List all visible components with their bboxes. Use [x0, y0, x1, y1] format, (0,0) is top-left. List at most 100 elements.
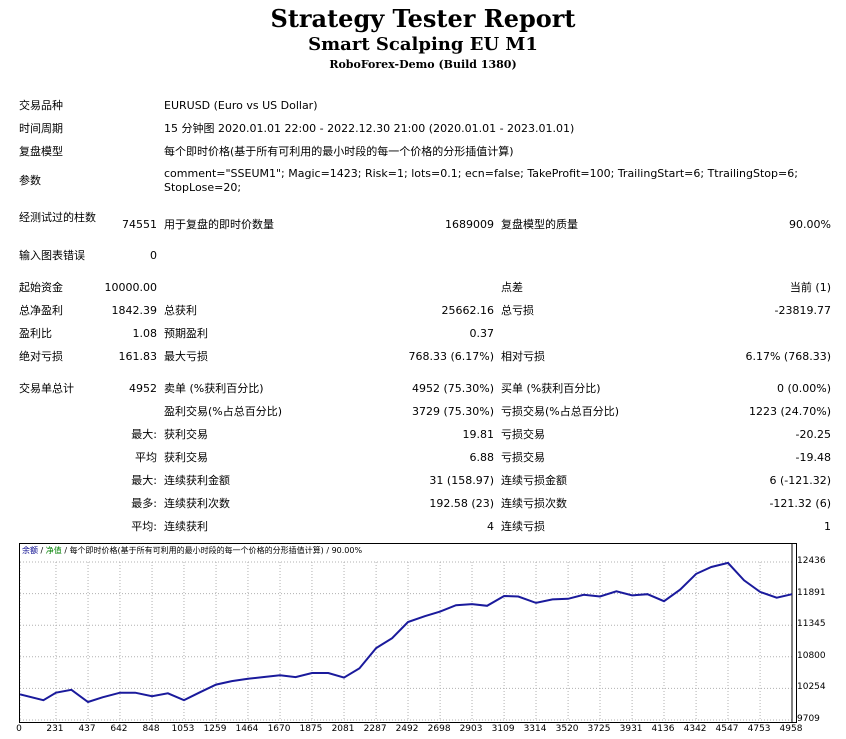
net-profit-value: 1842.39 — [111, 304, 158, 317]
long-positions-value: 0 (0.00%) — [776, 382, 831, 395]
average-profit-label: 获利交易 — [164, 451, 208, 464]
short-positions-label: 卖单 (%获利百分比) — [164, 382, 264, 395]
errors-label: 输入图表错误 — [19, 249, 85, 262]
legend-description: / 每个即时价格(基于所有可利用的最小时段的每一个价格的分形插值计算) / 90… — [61, 546, 363, 555]
short-positions-value: 4952 (75.30%) — [411, 382, 494, 395]
y-tick-label: 12436 — [797, 556, 826, 566]
gross-loss-value: -23819.77 — [774, 304, 831, 317]
y-tick-label: 10800 — [797, 650, 826, 661]
expected-payoff-label: 预期盈利 — [164, 327, 208, 340]
absolute-drawdown-value: 161.83 — [118, 350, 158, 363]
average-profit-value: 6.88 — [469, 451, 495, 464]
y-tick-label: 9709 — [797, 714, 820, 724]
params-value-line1: comment="SSEUM1"; Magic=1423; Risk=1; lo… — [164, 167, 798, 180]
x-tick-label: 3725 — [587, 724, 611, 734]
average-loss-label: 亏损交易 — [501, 451, 545, 464]
gross-profit-label: 总获利 — [164, 304, 197, 317]
deposit-value: 10000.00 — [104, 281, 158, 294]
profit-factor-value: 1.08 — [132, 327, 158, 340]
x-tick-label: 4136 — [651, 724, 675, 734]
x-tick-label: 1259 — [203, 724, 227, 734]
x-tick-label: 4753 — [747, 724, 771, 734]
average-loss-value: -19.48 — [795, 451, 831, 464]
gross-profit-value: 25662.16 — [441, 304, 495, 317]
net-profit-label: 总净盈利 — [19, 304, 63, 317]
balance-chart-svg — [20, 544, 793, 722]
deposit-label: 起始资金 — [19, 281, 63, 294]
report-title: Strategy Tester Report — [270, 4, 576, 33]
period-value: 15 分钟图 2020.01.01 22:00 - 2022.12.30 21:… — [164, 122, 575, 135]
x-tick-label: 2081 — [331, 724, 355, 734]
bars-label: 经测试过的柱数 — [19, 211, 96, 224]
chart-legend: 余额 / 净值 / 每个即时价格(基于所有可利用的最小时段的每一个价格的分形插值… — [22, 546, 362, 556]
spread-label: 点差 — [501, 281, 523, 294]
x-tick-label: 4342 — [683, 724, 707, 734]
x-tick-label: 1464 — [235, 724, 259, 734]
x-tick-label: 848 — [142, 724, 160, 734]
x-tick-label: 231 — [46, 724, 64, 734]
expert-name: Smart Scalping EU M1 — [308, 34, 538, 55]
maximal-consecutive-profit-label: 连续获利次数 — [164, 497, 230, 510]
x-tick-label: 642 — [110, 724, 128, 734]
x-tick-label: 1053 — [171, 724, 195, 734]
x-tick-label: 4547 — [715, 724, 739, 734]
y-tick-label: 11345 — [797, 619, 826, 630]
errors-value: 0 — [150, 249, 157, 262]
average-consecutive-losses-value: 1 — [824, 520, 831, 533]
maximal-consecutive-label: 最多: — [131, 497, 157, 510]
max-consecutive-losses-label: 连续亏损金额 — [501, 474, 567, 487]
average-consecutive-losses-label: 连续亏损 — [501, 520, 545, 533]
long-positions-label: 买单 (%获利百分比) — [501, 382, 601, 395]
legend-balance: 余额 — [22, 546, 38, 555]
symbol-label: 交易品种 — [19, 99, 63, 112]
expected-payoff-value: 0.37 — [469, 327, 495, 340]
model-value: 每个即时价格(基于所有可利用的最小时段的每一个价格的分形插值计算) — [164, 145, 514, 158]
total-trades-label: 交易单总计 — [19, 382, 74, 395]
balance-line — [20, 561, 793, 704]
y-tick-label: 11891 — [797, 587, 826, 598]
x-tick-label: 3520 — [555, 724, 579, 734]
largest-label: 最大: — [131, 428, 157, 441]
largest-profit-label: 获利交易 — [164, 428, 208, 441]
server-build: RoboForex-Demo (Build 1380) — [329, 58, 517, 71]
bars-value: 74551 — [122, 218, 157, 231]
x-tick-label: 4958 — [779, 724, 803, 734]
average-consecutive-wins-value: 4 — [487, 520, 494, 533]
model-label: 复盘模型 — [19, 145, 63, 158]
x-tick-label: 3109 — [491, 724, 515, 734]
max-consecutive-wins-label: 连续获利金额 — [164, 474, 230, 487]
ticks-label: 用于复盘的即时价数量 — [164, 218, 274, 231]
spread-value: 当前 (1) — [789, 281, 831, 294]
profit-trades-label: 盈利交易(%占总百分比) — [164, 405, 283, 418]
x-tick-label: 3314 — [523, 724, 547, 734]
average-consecutive-label: 平均: — [131, 520, 157, 533]
largest-loss-label: 亏损交易 — [501, 428, 545, 441]
params-value-line2: StopLose=20; — [164, 181, 242, 194]
absolute-drawdown-label: 绝对亏损 — [19, 350, 63, 363]
x-tick-label: 1875 — [299, 724, 323, 734]
largest-profit-value: 19.81 — [462, 428, 495, 441]
x-tick-label: 2903 — [459, 724, 483, 734]
total-trades-value: 4952 — [129, 382, 157, 395]
x-tick-label: 3931 — [619, 724, 643, 734]
params-label: 参数 — [19, 174, 41, 187]
quality-value: 90.00% — [789, 218, 831, 231]
y-tick-label: 10254 — [797, 682, 826, 693]
max-drawdown-label: 最大亏损 — [164, 350, 208, 363]
x-tick-label: 2287 — [363, 724, 387, 734]
maximal-consecutive-loss-label: 连续亏损次数 — [501, 497, 567, 510]
gross-loss-label: 总亏损 — [501, 304, 534, 317]
max-consecutive-losses-value: 6 (-121.32) — [769, 474, 831, 487]
relative-drawdown-value: 6.17% (768.33) — [745, 350, 831, 363]
ticks-value: 1689009 — [445, 218, 494, 231]
max-drawdown-value: 768.33 (6.17%) — [408, 350, 494, 363]
average-consecutive-wins-label: 连续获利 — [164, 520, 208, 533]
symbol-value: EURUSD (Euro vs US Dollar) — [164, 99, 318, 112]
average-label: 平均 — [135, 451, 157, 464]
quality-label: 复盘模型的质量 — [501, 218, 578, 231]
loss-trades-value: 1223 (24.70%) — [748, 405, 831, 418]
max-consecutive-label: 最大: — [131, 474, 157, 487]
x-tick-label: 0 — [16, 724, 22, 734]
relative-drawdown-label: 相对亏损 — [501, 350, 545, 363]
x-tick-label: 437 — [78, 724, 96, 734]
